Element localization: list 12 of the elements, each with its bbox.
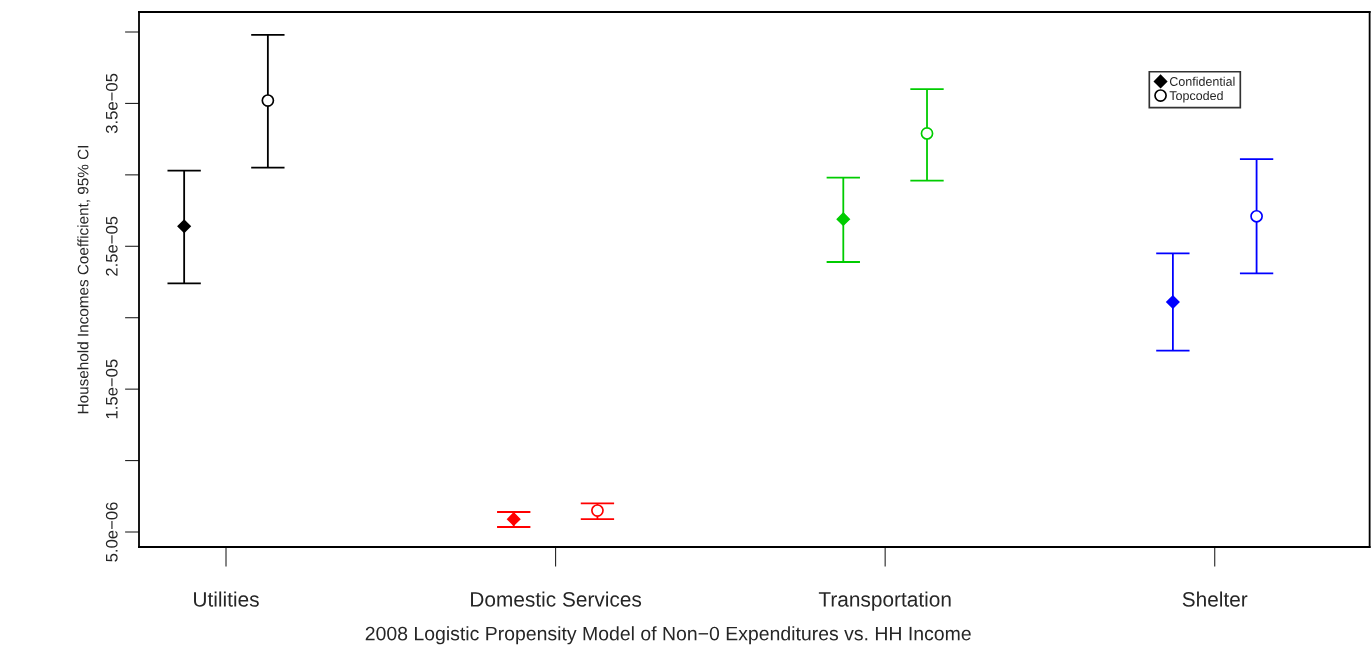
y-tick-label: 1.5e−05 [105, 359, 118, 419]
x-tick-label: Transportation [818, 591, 951, 611]
x-tick-label: Shelter [1182, 591, 1248, 607]
y-tick-label: 2.5e−05 [105, 216, 118, 276]
x-tick-label: Domestic Services [471, 591, 642, 607]
y-axis-title: Household Incomes Coefficient, 95% CI [77, 146, 91, 414]
legend-label: Confidential [1169, 76, 1235, 86]
legend-label: Topcoded [1169, 90, 1223, 103]
y-tick-label: 5.0e−06 [105, 502, 118, 562]
y-tick-label: 3.5e−05 [105, 73, 118, 134]
x-tick-label: Utilities [194, 591, 259, 607]
x-axis-title: 2008 Logistic Propensity Model of Non−0 Expenditures vs. HH Income [365, 626, 971, 645]
